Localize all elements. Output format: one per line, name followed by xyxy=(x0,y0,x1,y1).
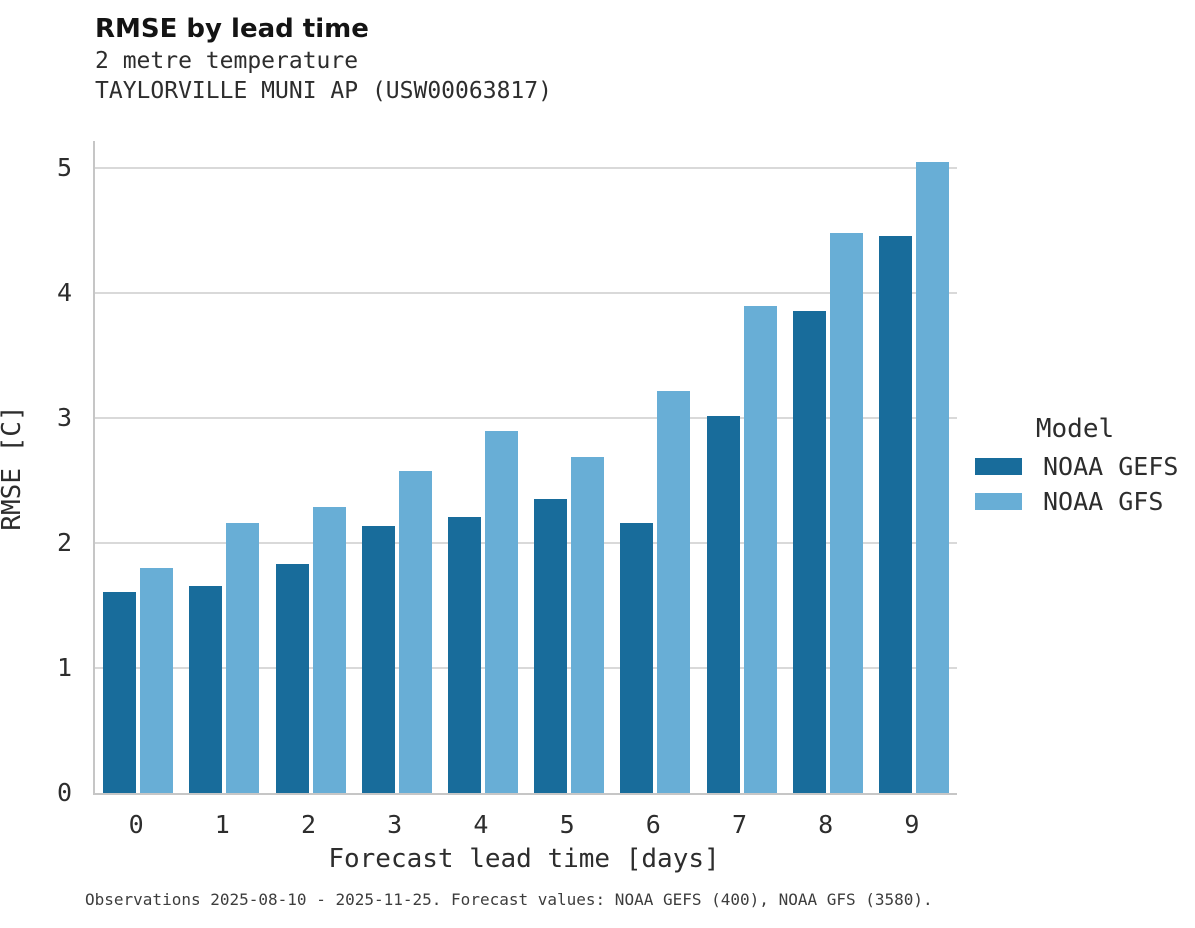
x-tick-label-5: 5 xyxy=(559,810,575,839)
bar-noaa-gfs-lead-0 xyxy=(140,568,174,793)
bar-noaa-gfs-lead-9 xyxy=(915,162,949,793)
x-tick-label-7: 7 xyxy=(731,810,748,839)
legend-entry-noaa-gefs: NOAA GEFS xyxy=(975,452,1179,481)
caption: Observations 2025-08-10 - 2025-11-25. Fo… xyxy=(85,890,933,909)
x-tick-label-9: 9 xyxy=(904,810,920,839)
x-tick-label-0: 0 xyxy=(128,810,144,839)
bar-noaa-gfs-lead-6 xyxy=(657,390,691,793)
bar-noaa-gfs-lead-8 xyxy=(829,233,863,793)
y-tick-label-5: 5 xyxy=(56,153,72,183)
bar-noaa-gefs-lead-2 xyxy=(275,564,309,793)
gridline-y-4 xyxy=(95,292,957,295)
x-tick-label-4: 4 xyxy=(473,810,489,839)
x-tick-label-3: 3 xyxy=(387,810,403,839)
x-tick-label-1: 1 xyxy=(214,810,230,839)
bar-noaa-gfs-lead-4 xyxy=(484,430,518,793)
legend: Model NOAA GEFS NOAA GFS xyxy=(975,414,1179,524)
bar-noaa-gefs-lead-8 xyxy=(792,310,826,793)
bar-noaa-gefs-lead-3 xyxy=(361,525,395,793)
bar-noaa-gfs-lead-7 xyxy=(743,305,777,793)
chart-subtitle-variable: 2 metre temperature xyxy=(95,48,359,74)
gridline-y-3 xyxy=(95,417,957,420)
bar-noaa-gfs-lead-5 xyxy=(571,457,605,793)
bar-noaa-gefs-lead-9 xyxy=(878,235,912,793)
legend-label-noaa-gfs: NOAA GFS xyxy=(1043,487,1164,516)
bar-noaa-gfs-lead-2 xyxy=(312,506,346,793)
bar-noaa-gefs-lead-1 xyxy=(189,585,223,793)
bar-noaa-gefs-lead-5 xyxy=(534,499,568,793)
gridline-y-5 xyxy=(95,167,957,170)
bar-noaa-gfs-lead-1 xyxy=(226,523,260,793)
legend-swatch-noaa-gefs xyxy=(975,458,1022,475)
x-tick-label-2: 2 xyxy=(300,810,317,839)
chart-title: RMSE by lead time xyxy=(95,14,369,44)
bar-noaa-gefs-lead-0 xyxy=(103,591,137,793)
y-tick-label-2: 2 xyxy=(56,528,72,558)
bar-noaa-gefs-lead-6 xyxy=(620,523,654,793)
y-tick-label-1: 1 xyxy=(56,653,72,683)
gridline-y-1 xyxy=(95,667,957,670)
legend-swatch-noaa-gfs xyxy=(975,493,1022,510)
bar-noaa-gfs-lead-3 xyxy=(398,470,432,793)
bar-noaa-gefs-lead-7 xyxy=(706,415,740,793)
legend-label-noaa-gefs: NOAA GEFS xyxy=(1043,452,1179,481)
x-axis-label: Forecast lead time [days] xyxy=(328,844,720,874)
legend-entry-noaa-gfs: NOAA GFS xyxy=(975,487,1175,516)
legend-entries: NOAA GEFS NOAA GFS xyxy=(975,452,1179,516)
legend-title: Model xyxy=(1035,414,1115,444)
x-tick-label-6: 6 xyxy=(645,810,661,839)
bar-noaa-gefs-lead-4 xyxy=(447,516,481,793)
gridline-y-2 xyxy=(95,542,957,545)
y-tick-label-4: 4 xyxy=(56,278,72,308)
plot-area xyxy=(93,141,957,795)
chart-subtitle-station: TAYLORVILLE MUNI AP (USW00063817) xyxy=(95,78,552,104)
x-tick-label-8: 8 xyxy=(818,810,834,839)
y-tick-label-3: 3 xyxy=(56,403,72,433)
y-tick-label-0: 0 xyxy=(56,778,72,807)
